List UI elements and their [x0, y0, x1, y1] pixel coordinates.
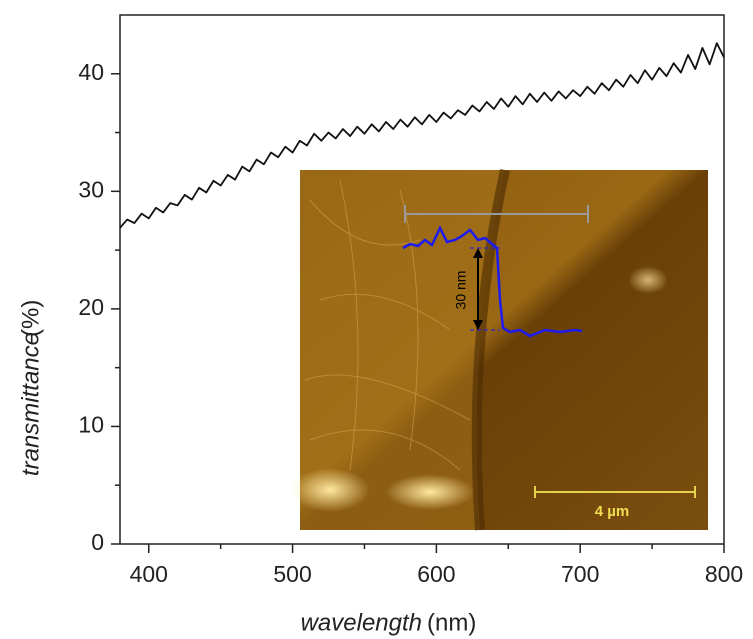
y-tick-label: 30: [78, 176, 104, 202]
x-axis-unit: (nm): [427, 609, 476, 636]
afm-fibers: [304, 179, 471, 471]
y-tick-label: 10: [78, 412, 104, 438]
scale-label: 4 µm: [595, 503, 630, 520]
height-arrow: [473, 248, 483, 330]
y-tick-label: 20: [78, 294, 104, 320]
x-tick-label: 500: [273, 561, 311, 587]
x-tick-label: 700: [561, 561, 599, 587]
y-axis-unit: (%): [17, 300, 44, 337]
height-label: 30 nm: [453, 271, 469, 310]
x-tick-label: 800: [705, 561, 743, 587]
afm-bright-spot: [628, 266, 668, 294]
afm-step: [471, 168, 510, 531]
x-tick-label: 600: [417, 561, 455, 587]
plot-frame: [119, 14, 725, 545]
y-tick-label: 0: [91, 529, 104, 555]
afm-inset: 30 nm 4 µm: [290, 168, 708, 531]
height-profile: [402, 225, 583, 338]
y-tick-label: 40: [78, 59, 104, 85]
afm-bright-spot: [385, 474, 475, 510]
x-axis-label: wavelength: [301, 609, 422, 636]
x-tick-label: 400: [130, 561, 168, 587]
afm-bright-spot: [290, 468, 370, 512]
afm-region: [300, 170, 505, 530]
y-axis-label: transmittance: [17, 332, 44, 476]
data-line: [119, 42, 725, 229]
